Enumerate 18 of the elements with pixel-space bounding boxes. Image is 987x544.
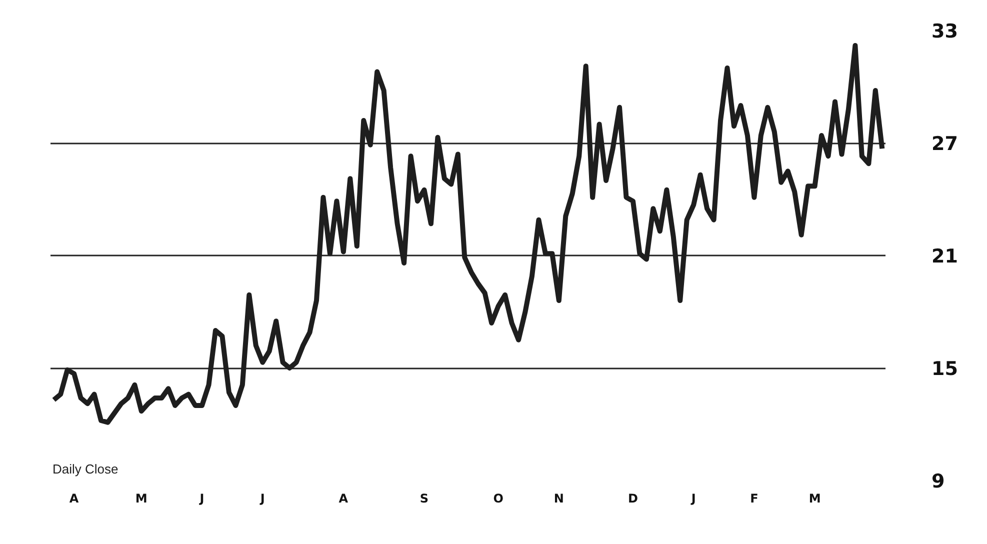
x-tick-label: J	[198, 492, 204, 506]
x-tick-label: F	[750, 492, 758, 506]
y-tick-label: 27	[932, 133, 958, 155]
annotation: Daily Close	[52, 462, 118, 476]
y-tick-label: 9	[932, 470, 945, 492]
x-tick-label: J	[690, 492, 696, 506]
x-tick-label: A	[338, 492, 349, 506]
y-tick-label: 15	[932, 358, 958, 380]
x-tick-label: O	[493, 492, 504, 506]
x-tick-label: M	[135, 492, 148, 506]
x-tick-label: M	[808, 492, 821, 506]
x-tick-label: S	[420, 492, 429, 506]
x-tick-label: A	[69, 492, 80, 506]
x-tick-label: D	[628, 492, 638, 506]
x-tick-label: J	[259, 492, 265, 506]
x-tick-label: N	[554, 492, 564, 506]
y-tick-label: 33	[932, 20, 958, 42]
y-tick-label: 21	[932, 246, 958, 268]
